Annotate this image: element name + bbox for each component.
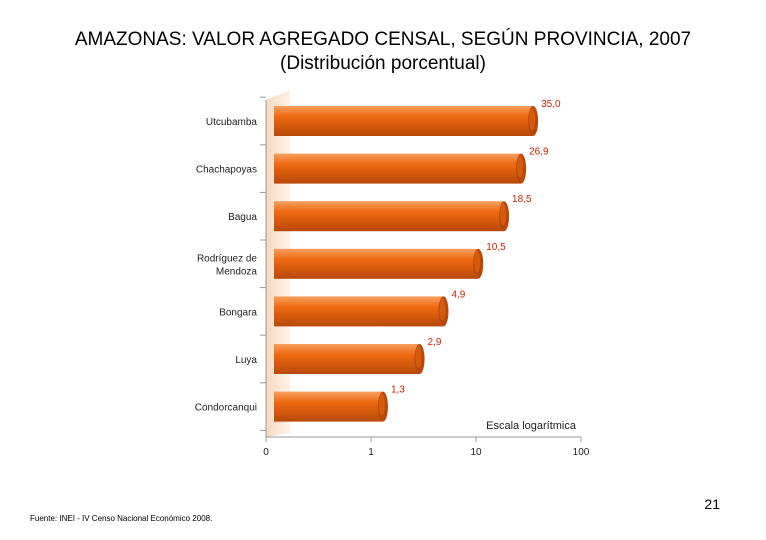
bar-cap-highlight-3 [474, 250, 481, 273]
category-label-4-0: Bongara [219, 307, 257, 318]
bar-6 [274, 391, 383, 422]
category-label-3-0: Rodríguez de [197, 253, 257, 264]
category-label-2-0: Bagua [228, 212, 257, 223]
bar-3 [274, 248, 479, 279]
bar-2 [274, 201, 505, 232]
x-tick-label-2: 10 [470, 447, 482, 458]
title-line-2: (Distribución porcentual) [280, 53, 486, 74]
value-label-0: 35,0 [541, 99, 561, 110]
chart-title: AMAZONAS: VALOR AGREGADO CENSAL, SEGÚN P… [0, 28, 766, 76]
category-label-1-0: Chachapoyas [196, 165, 257, 176]
category-label-0-0: Utcubamba [206, 117, 258, 128]
bar-cap-highlight-2 [500, 203, 507, 226]
category-label-3-1: Mendoza [216, 266, 258, 277]
value-label-3: 10,5 [486, 242, 506, 253]
bar-0 [274, 106, 534, 136]
bar-cap-highlight-4 [439, 298, 446, 321]
bar-5 [274, 344, 420, 374]
value-label-6: 1,3 [391, 385, 405, 396]
bar-4 [274, 296, 444, 327]
category-label-6-0: Condorcanqui [195, 403, 257, 414]
x-tick-label-3: 100 [573, 447, 590, 458]
scale-annotation: Escala logarítmica [486, 420, 577, 432]
bar-cap-highlight-1 [517, 155, 524, 178]
value-label-1: 26,9 [529, 147, 549, 158]
value-label-5: 2,9 [428, 337, 442, 348]
x-tick-label-0: 0 [263, 447, 269, 458]
source-note: Fuente: INEI - IV Censo Nacional Económi… [30, 514, 213, 523]
bar-1 [274, 153, 522, 184]
bar-cap-highlight-5 [415, 346, 422, 368]
value-label-2: 18,5 [512, 194, 532, 205]
bar-cap-highlight-6 [378, 393, 385, 416]
title-line-1: AMAZONAS: VALOR AGREGADO CENSAL, SEGÚN P… [74, 29, 692, 50]
value-label-4: 4,9 [451, 289, 465, 300]
category-label-5-0: Luya [235, 355, 257, 366]
x-tick-label-1: 1 [368, 447, 374, 458]
page-number: 21 [704, 496, 720, 512]
bar-cap-highlight-0 [529, 108, 536, 130]
